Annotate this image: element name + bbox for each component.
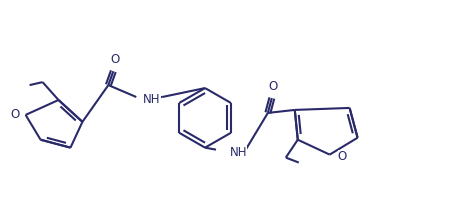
Text: O: O [338, 150, 347, 163]
Text: NH: NH [143, 92, 161, 106]
Text: O: O [111, 53, 120, 66]
Text: O: O [268, 80, 277, 93]
Text: O: O [10, 108, 20, 121]
Text: NH: NH [230, 146, 247, 159]
